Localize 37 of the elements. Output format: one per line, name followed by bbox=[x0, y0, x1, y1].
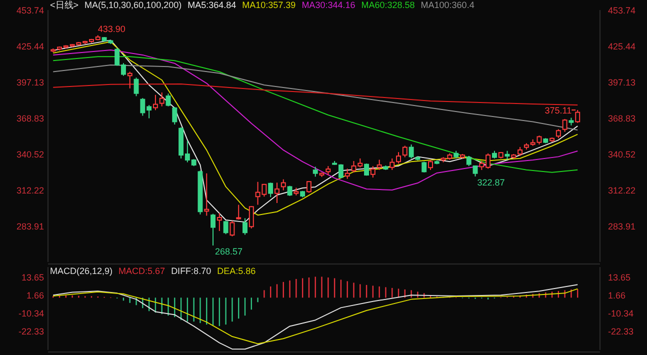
y2-tick-label: 368.83 bbox=[608, 113, 636, 124]
annotation: 433.90 bbox=[98, 24, 126, 34]
y2-tick-label: -22.33 bbox=[608, 326, 634, 337]
y-tick-label: 397.13 bbox=[16, 78, 44, 88]
text: DIFF:8.70 bbox=[171, 266, 212, 276]
text: MA10:357.39 bbox=[242, 0, 296, 10]
text: MA30:344.16 bbox=[302, 0, 356, 10]
y2-tick-label: 453.74 bbox=[608, 6, 636, 16]
legend-title: MACD(26,12,9) bbox=[50, 266, 113, 276]
y2-tick-label: 340.52 bbox=[608, 149, 636, 160]
text: MACD:5.67 bbox=[118, 266, 166, 276]
annotation: 268.57 bbox=[215, 246, 243, 257]
text: DEA:5.86 bbox=[217, 266, 256, 276]
y2-tick-label: 425.44 bbox=[608, 41, 636, 52]
y-tick-label: -22.33 bbox=[18, 326, 44, 337]
y-tick-label: 368.83 bbox=[16, 113, 44, 124]
text: MA60:328.58 bbox=[361, 0, 415, 10]
y-tick-label: 425.44 bbox=[16, 41, 44, 52]
y2-tick-label: 1.66 bbox=[608, 290, 626, 301]
annotation: 375.11 bbox=[544, 106, 572, 116]
y2-tick-label: 283.91 bbox=[608, 221, 636, 232]
text: MA100:360.4 bbox=[420, 0, 474, 10]
legend-title: MA(5,10,30,60,100,200) bbox=[84, 0, 182, 10]
y-tick-label: 312.22 bbox=[16, 185, 44, 196]
y2-tick-label: 397.13 bbox=[608, 78, 636, 88]
y-tick-label: 453.74 bbox=[16, 6, 44, 16]
y2-tick-label: 13.65 bbox=[608, 272, 631, 283]
chart-title: <日线> bbox=[50, 0, 79, 10]
y-tick-label: 13.65 bbox=[21, 272, 44, 283]
y-tick-label: 283.91 bbox=[16, 221, 44, 232]
y2-tick-label: 312.22 bbox=[608, 185, 636, 196]
y-tick-label: -10.34 bbox=[18, 308, 44, 319]
annotation: 322.87 bbox=[477, 177, 505, 188]
text: MA5:364.84 bbox=[188, 0, 236, 10]
y2-tick-label: -10.34 bbox=[608, 308, 634, 319]
y-tick-label: 1.66 bbox=[26, 290, 44, 301]
y-tick-label: 340.52 bbox=[16, 149, 44, 160]
